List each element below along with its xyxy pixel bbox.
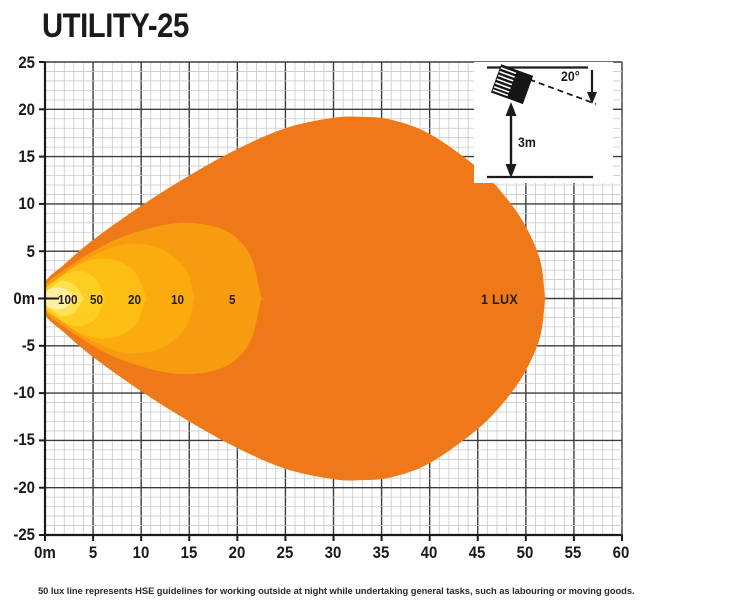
inset-angle-label: 20°: [561, 68, 580, 84]
chart-ticks: [39, 61, 623, 541]
beam-label-10-lux: 10: [171, 292, 185, 307]
x-axis-label-30: 30: [324, 543, 342, 562]
x-axis-label-5: 5: [88, 543, 98, 562]
inset-angle-arrowhead: [587, 92, 597, 104]
x-axis-label-50: 50: [516, 543, 534, 562]
inset-height-arrowhead-down: [505, 164, 517, 178]
x-axis-label-20: 20: [228, 543, 246, 562]
floodlight-icon: [490, 64, 534, 105]
y-axis-label-25: 25: [18, 53, 35, 72]
x-axis-label-60: 60: [612, 543, 630, 562]
x-axis-label-40: 40: [420, 543, 438, 562]
x-axis-label-25: 25: [276, 543, 294, 562]
beam-label-50-lux: 50: [90, 292, 104, 307]
beam-contours: [45, 116, 546, 481]
footer-note: 50 lux line represents HSE guidelines fo…: [38, 586, 635, 597]
x-axis-label-10: 10: [132, 543, 150, 562]
inset-height-label: 3m: [518, 134, 536, 150]
inset-beam-axis-dashed: [519, 75, 597, 105]
beam-label-1-lux: 1 LUX: [481, 291, 519, 307]
y-axis-label-m10: -10: [13, 383, 36, 402]
y-axis-label-m20: -20: [13, 478, 36, 497]
x-axis-label-15: 15: [180, 543, 198, 562]
page-title: UTILITY-25: [42, 7, 189, 45]
y-axis-label-0: 0m: [13, 289, 36, 308]
beam-label-20-lux: 20: [128, 292, 142, 307]
beam-label-5-lux: 5: [229, 292, 236, 307]
y-axis-label-m15: -15: [13, 430, 36, 449]
y-axis-label-m5: -5: [21, 336, 35, 355]
x-axis-label-0: 0m: [34, 543, 56, 562]
y-axis-label-20: 20: [18, 100, 35, 119]
y-axis-label-10: 10: [18, 194, 35, 213]
y-axis-label-5: 5: [26, 242, 35, 261]
y-axis-label-m25: -25: [13, 525, 36, 544]
x-axis-label-45: 45: [468, 543, 486, 562]
x-axis-label-55: 55: [564, 543, 582, 562]
beam-label-100-lux: 100: [58, 292, 78, 307]
y-axis-label-15: 15: [18, 147, 35, 166]
beam-contour-1-lux: [45, 116, 546, 481]
x-axis-label-35: 35: [372, 543, 390, 562]
inset-height-arrowhead-up: [505, 102, 517, 116]
mounting-inset-diagram: [474, 62, 613, 183]
